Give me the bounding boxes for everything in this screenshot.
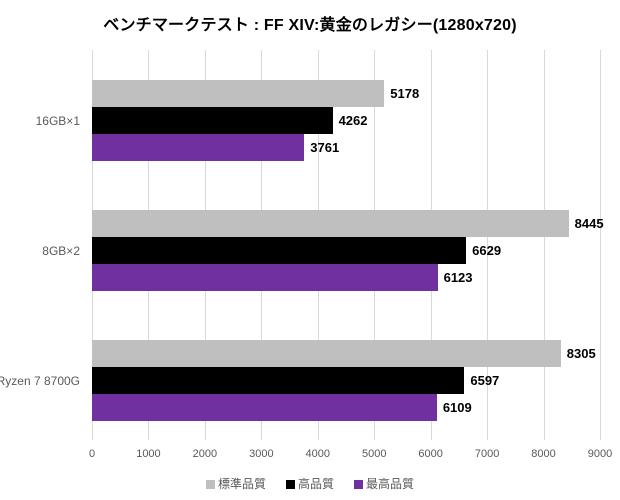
legend-swatch-icon xyxy=(354,479,363,489)
gridline xyxy=(600,50,601,440)
value-label: 3761 xyxy=(310,140,340,155)
legend: 標準品質 高品質 最高品質 xyxy=(0,477,620,491)
x-axis-tick-label: 8000 xyxy=(531,448,556,460)
bar xyxy=(92,367,465,394)
value-label: 8305 xyxy=(566,346,596,361)
category-label: Ryzen 7 8700G xyxy=(0,373,80,388)
legend-item: 最高品質 xyxy=(354,477,414,491)
category-label: 8GB×2 xyxy=(42,243,80,258)
gridline xyxy=(487,50,489,440)
value-label: 6597 xyxy=(470,373,500,388)
x-axis-tick-label: 2000 xyxy=(192,448,218,460)
x-axis-tick-label: 7000 xyxy=(474,448,500,460)
legend-label: 高品質 xyxy=(297,477,334,491)
value-label: 8445 xyxy=(574,216,604,231)
legend-swatch-icon xyxy=(285,479,295,489)
category-label: 16GB×1 xyxy=(35,113,80,128)
value-label: 6629 xyxy=(472,243,502,258)
gridline xyxy=(543,50,545,440)
bar xyxy=(92,237,467,264)
bar xyxy=(92,210,569,237)
value-label: 5178 xyxy=(390,86,420,101)
x-axis-tick-label: 0 xyxy=(88,448,96,460)
x-axis-tick-label: 6000 xyxy=(418,448,443,460)
bar xyxy=(92,340,561,367)
value-label: 6123 xyxy=(443,270,473,285)
bar xyxy=(92,394,437,421)
x-axis-tick-label: 9000 xyxy=(587,448,613,460)
x-axis-tick-label: 3000 xyxy=(249,448,274,460)
bar xyxy=(92,264,438,291)
x-axis-tick-label: 4000 xyxy=(305,448,331,460)
legend-swatch-icon xyxy=(205,479,215,489)
legend-item: 標準品質 xyxy=(205,477,266,491)
legend-item: 高品質 xyxy=(285,477,334,491)
bar xyxy=(92,134,305,161)
legend-label: 最高品質 xyxy=(366,477,415,491)
value-label: 6109 xyxy=(442,400,472,415)
bar xyxy=(92,107,333,134)
chart-title: ベンチマークテスト : FF XIV:黄金のレガシー(1280x720) xyxy=(103,17,517,34)
legend-label: 標準品質 xyxy=(217,477,266,491)
x-axis-tick-label: 1000 xyxy=(136,448,161,460)
bar xyxy=(92,80,385,107)
x-axis-tick-label: 5000 xyxy=(361,448,387,460)
value-label: 4262 xyxy=(338,113,368,128)
